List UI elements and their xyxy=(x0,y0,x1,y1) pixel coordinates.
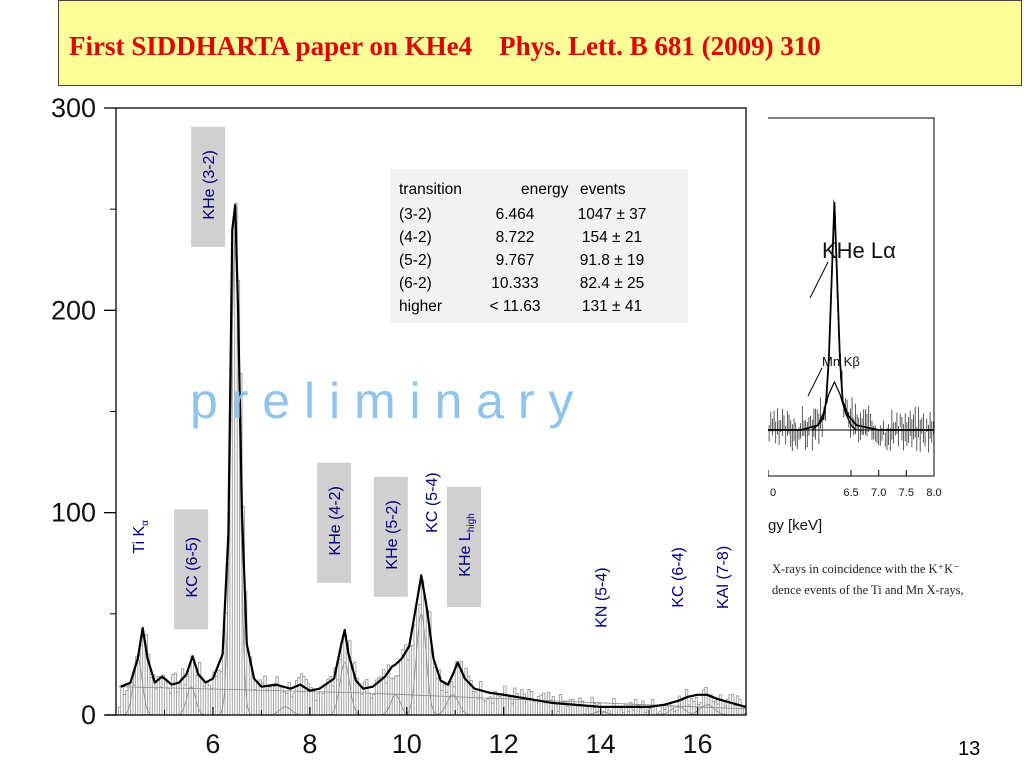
component-curve-9 xyxy=(653,706,703,716)
spectrum-chart: 0 100 200 300 6 8 10 12 14 16 Ti Kα KC (6-5) KHe (3-… xyxy=(0,88,768,768)
preliminary-watermark: p r e l i m i n a r y xyxy=(190,373,573,429)
peak-label-bg-khe-52 xyxy=(373,476,408,597)
inset-x-tick-label-1: 6.5 xyxy=(843,487,858,499)
peak-label-sub-khe-lhigh: high xyxy=(466,513,477,532)
peak-label-text-kc-65: KC (6-5) xyxy=(184,537,201,597)
component-curve-10 xyxy=(682,704,732,716)
peak-label-kn-54: KN (5-4) xyxy=(594,567,611,627)
inset-x-tick-label-3: 7.5 xyxy=(899,487,914,499)
x-tick-label-10: 10 xyxy=(392,729,422,759)
results-row-3-energy: 10.333 xyxy=(491,275,538,292)
x-tick-label-12: 12 xyxy=(489,729,519,759)
peak-label-text-khe-42: KHe (4-2) xyxy=(327,486,344,555)
inset-annotation-khe: KHe Lα xyxy=(822,238,896,263)
results-row-1-transition: (4-2) xyxy=(399,229,432,246)
peak-label-bg-kc-65 xyxy=(174,509,209,630)
results-row-0-events: 1047 ± 37 xyxy=(578,206,647,223)
inset-figure: KHe Lα Mn Kβ 0 6.5 7.0 7.5 8.0 gy [keV] xyxy=(766,116,946,542)
inset-x-tick-label-2: 7.0 xyxy=(871,487,886,499)
slide-title: First SIDDHARTA paper on KHe4 Phys. Lett… xyxy=(69,31,821,61)
results-row-4-transition: higher xyxy=(399,298,442,315)
peak-label-bg-khe-32 xyxy=(191,126,226,247)
results-row-0-transition: (3-2) xyxy=(399,206,432,223)
peak-label-kal-78: KAl (7-8) xyxy=(715,546,732,609)
results-header-0: transition xyxy=(399,181,462,198)
inset-caption-line-2: dence events of the Ti and Mn X-rays, xyxy=(772,583,964,597)
fit-line xyxy=(120,204,747,708)
inset-arrow-mn xyxy=(807,367,823,397)
title-box: First SIDDHARTA paper on KHe4 Phys. Lett… xyxy=(58,0,1022,86)
inset-arrow-khe xyxy=(809,261,829,299)
results-row-1-events: 154 ± 21 xyxy=(582,229,642,246)
peak-label-kc-54: KC (5-4) xyxy=(424,472,441,532)
x-tick-label-8: 8 xyxy=(302,729,317,759)
inset-caption-line-1: X-rays in coincidence with the K⁺K⁻ xyxy=(772,562,960,576)
results-row-0-energy: 6.464 xyxy=(496,206,535,223)
inset-x-axis-label: gy [keV] xyxy=(768,517,822,534)
results-row-3-events: 82.4 ± 25 xyxy=(580,275,645,292)
results-header-1: energy xyxy=(521,181,569,198)
x-tick-label-16: 16 xyxy=(683,729,713,759)
peak-label-ti-ka: Ti Kα xyxy=(131,520,151,554)
results-row-3-transition: (6-2) xyxy=(399,275,432,292)
y-tick-label-0: 0 xyxy=(81,700,96,730)
inset-series-1 xyxy=(811,380,863,431)
results-row-2-energy: 9.767 xyxy=(496,252,535,269)
results-header-2: events xyxy=(580,181,626,198)
peak-label-khe-42: KHe (4-2) xyxy=(317,462,352,583)
peak-label-text-khe-52: KHe (5-2) xyxy=(384,500,401,569)
y-tick-label-100: 100 xyxy=(51,498,96,528)
background-curve xyxy=(118,686,747,710)
peak-label-text-kc-64: KC (6-4) xyxy=(670,547,687,607)
x-tick-label-14: 14 xyxy=(586,729,616,759)
results-row-4-events: 131 ± 41 xyxy=(582,298,642,315)
y-tick-label-200: 200 xyxy=(51,295,96,325)
inset-annotation-mn: Mn Kβ xyxy=(822,354,860,369)
peak-label-khe-lhigh: KHe Lhigh xyxy=(447,487,481,607)
y-tick-label-300: 300 xyxy=(51,93,96,123)
results-row-1-energy: 8.722 xyxy=(496,229,535,246)
results-row-2-transition: (5-2) xyxy=(399,252,432,269)
peak-label-khe-32: KHe (3-2) xyxy=(191,126,226,247)
peak-label-text-khe-32: KHe (3-2) xyxy=(201,150,218,219)
peak-label-text-ti-ka: Ti Kα xyxy=(131,520,151,554)
peak-label-text-kal-78: KAl (7-8) xyxy=(715,546,732,609)
inset-x-tick-label-4: 8.0 xyxy=(926,487,941,499)
inset-series-0 xyxy=(768,201,934,431)
peak-label-text-kn-54: KN (5-4) xyxy=(594,567,611,627)
peak-label-bg-khe-lhigh xyxy=(447,487,481,607)
peak-label-text-kc-54: KC (5-4) xyxy=(424,472,441,532)
results-row-2-events: 91.8 ± 19 xyxy=(580,252,645,269)
x-tick-label-6: 6 xyxy=(205,729,220,759)
peak-label-bg-khe-42 xyxy=(317,462,352,583)
results-row-4-energy: < 11.63 xyxy=(490,298,541,315)
peak-label-khe-52: KHe (5-2) xyxy=(373,476,408,597)
results-table-bg xyxy=(390,169,688,323)
inset-background xyxy=(766,116,946,542)
peak-label-kc-64: KC (6-4) xyxy=(670,547,687,607)
page-number: 13 xyxy=(958,738,981,760)
peak-label-sub-ti-ka: α xyxy=(140,520,151,526)
inset-x-tick-label-0: 0 xyxy=(770,487,776,499)
results-table: transition energy events (3-2) 6.464 1047 ± 3… xyxy=(390,169,688,323)
peak-label-kc-65: KC (6-5) xyxy=(174,509,209,630)
